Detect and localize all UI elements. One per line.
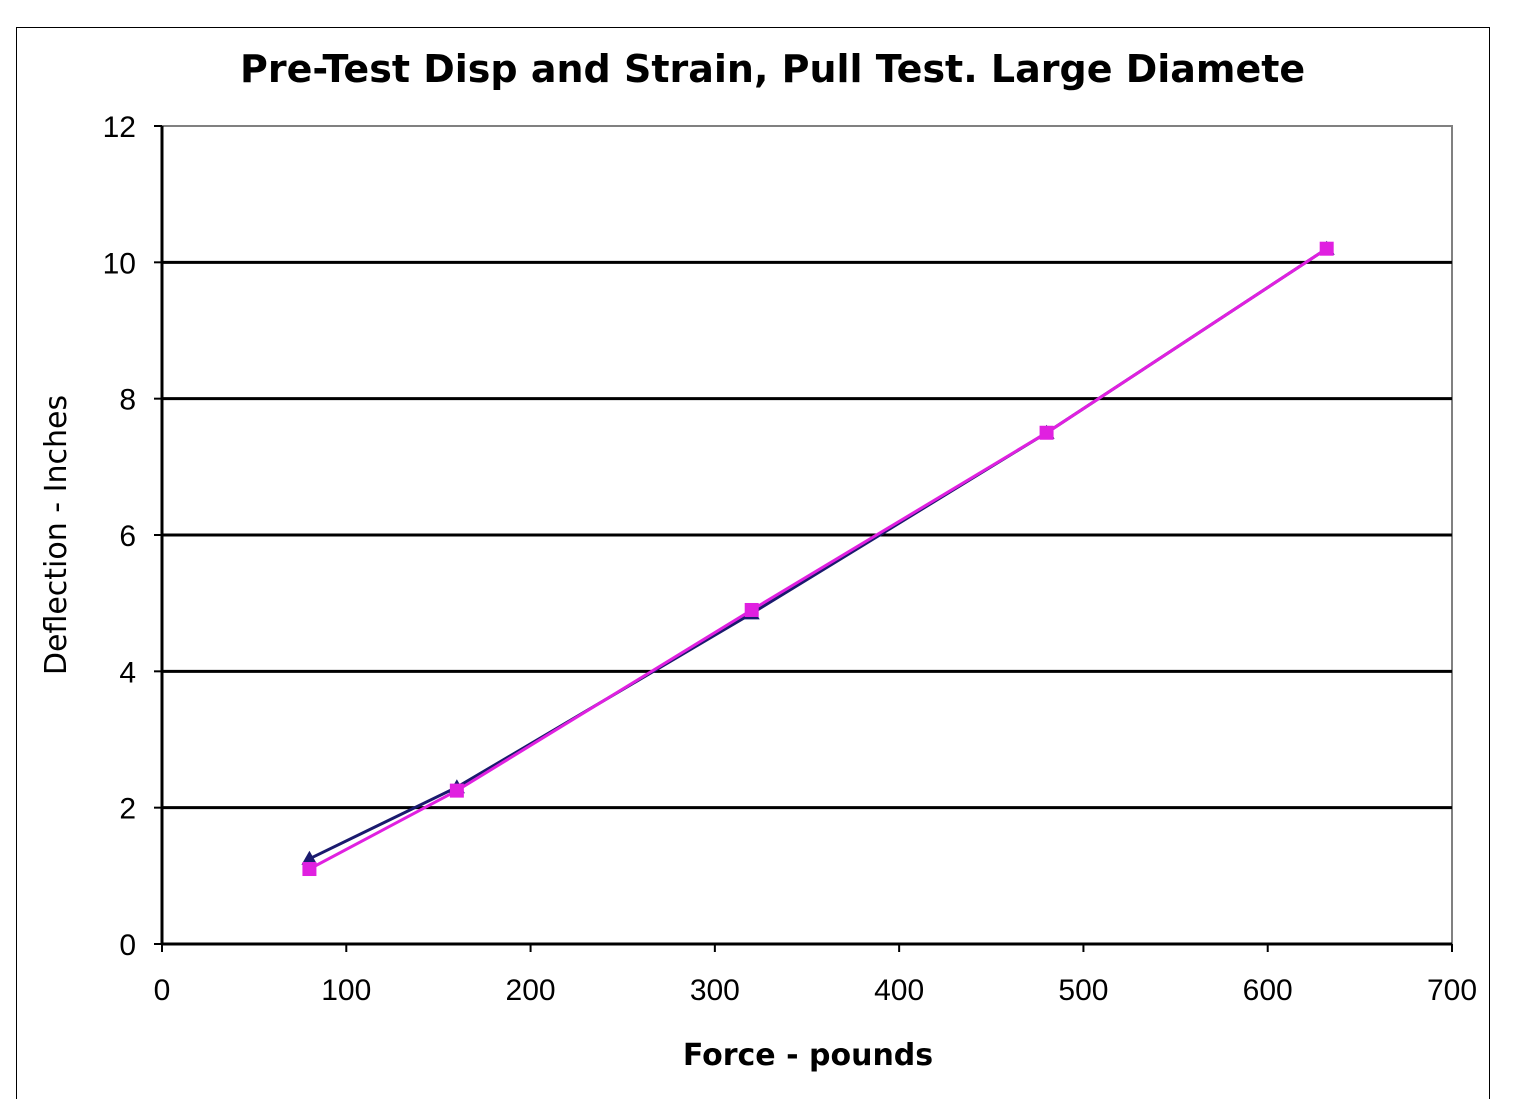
x-tick-label: 0 [154, 974, 171, 1007]
y-tick-labels: 0 2 4 6 8 10 12 [103, 111, 136, 962]
y-tick-label: 12 [103, 111, 136, 144]
axes [154, 125, 1453, 952]
x-tick-label: 200 [506, 974, 556, 1007]
chart-title: Pre-Test Disp and Strain, Pull Test. Lar… [240, 47, 1305, 91]
series-2 [302, 241, 1334, 877]
y-tick-label: 6 [119, 520, 136, 553]
x-tick-label: 600 [1243, 974, 1293, 1007]
y-tick-label: 8 [119, 384, 136, 417]
y-tick-label: 10 [103, 247, 136, 280]
grid-lines [162, 260, 1452, 810]
x-axis-title: Force - pounds [683, 1038, 933, 1073]
data-point-square [449, 783, 464, 798]
y-axis-title: Deflection - Inches [39, 395, 74, 675]
x-tick-label: 400 [874, 974, 924, 1007]
data-point-square [1319, 241, 1334, 256]
series-layer [301, 240, 1335, 877]
x-tick-labels: 0 100 200 300 400 500 600 700 [154, 974, 1477, 1007]
x-tick-label: 700 [1427, 974, 1477, 1007]
x-tick-label: 500 [1058, 974, 1108, 1007]
x-tick-label: 300 [690, 974, 740, 1007]
data-point-square [744, 602, 759, 617]
data-point-triangle [301, 850, 318, 865]
data-point-square [302, 862, 317, 877]
y-tick-label: 2 [119, 793, 136, 826]
y-tick-label: 0 [119, 929, 136, 962]
x-tick-label: 100 [321, 974, 371, 1007]
y-tick-label: 4 [119, 656, 136, 689]
data-point-square [1039, 425, 1054, 440]
